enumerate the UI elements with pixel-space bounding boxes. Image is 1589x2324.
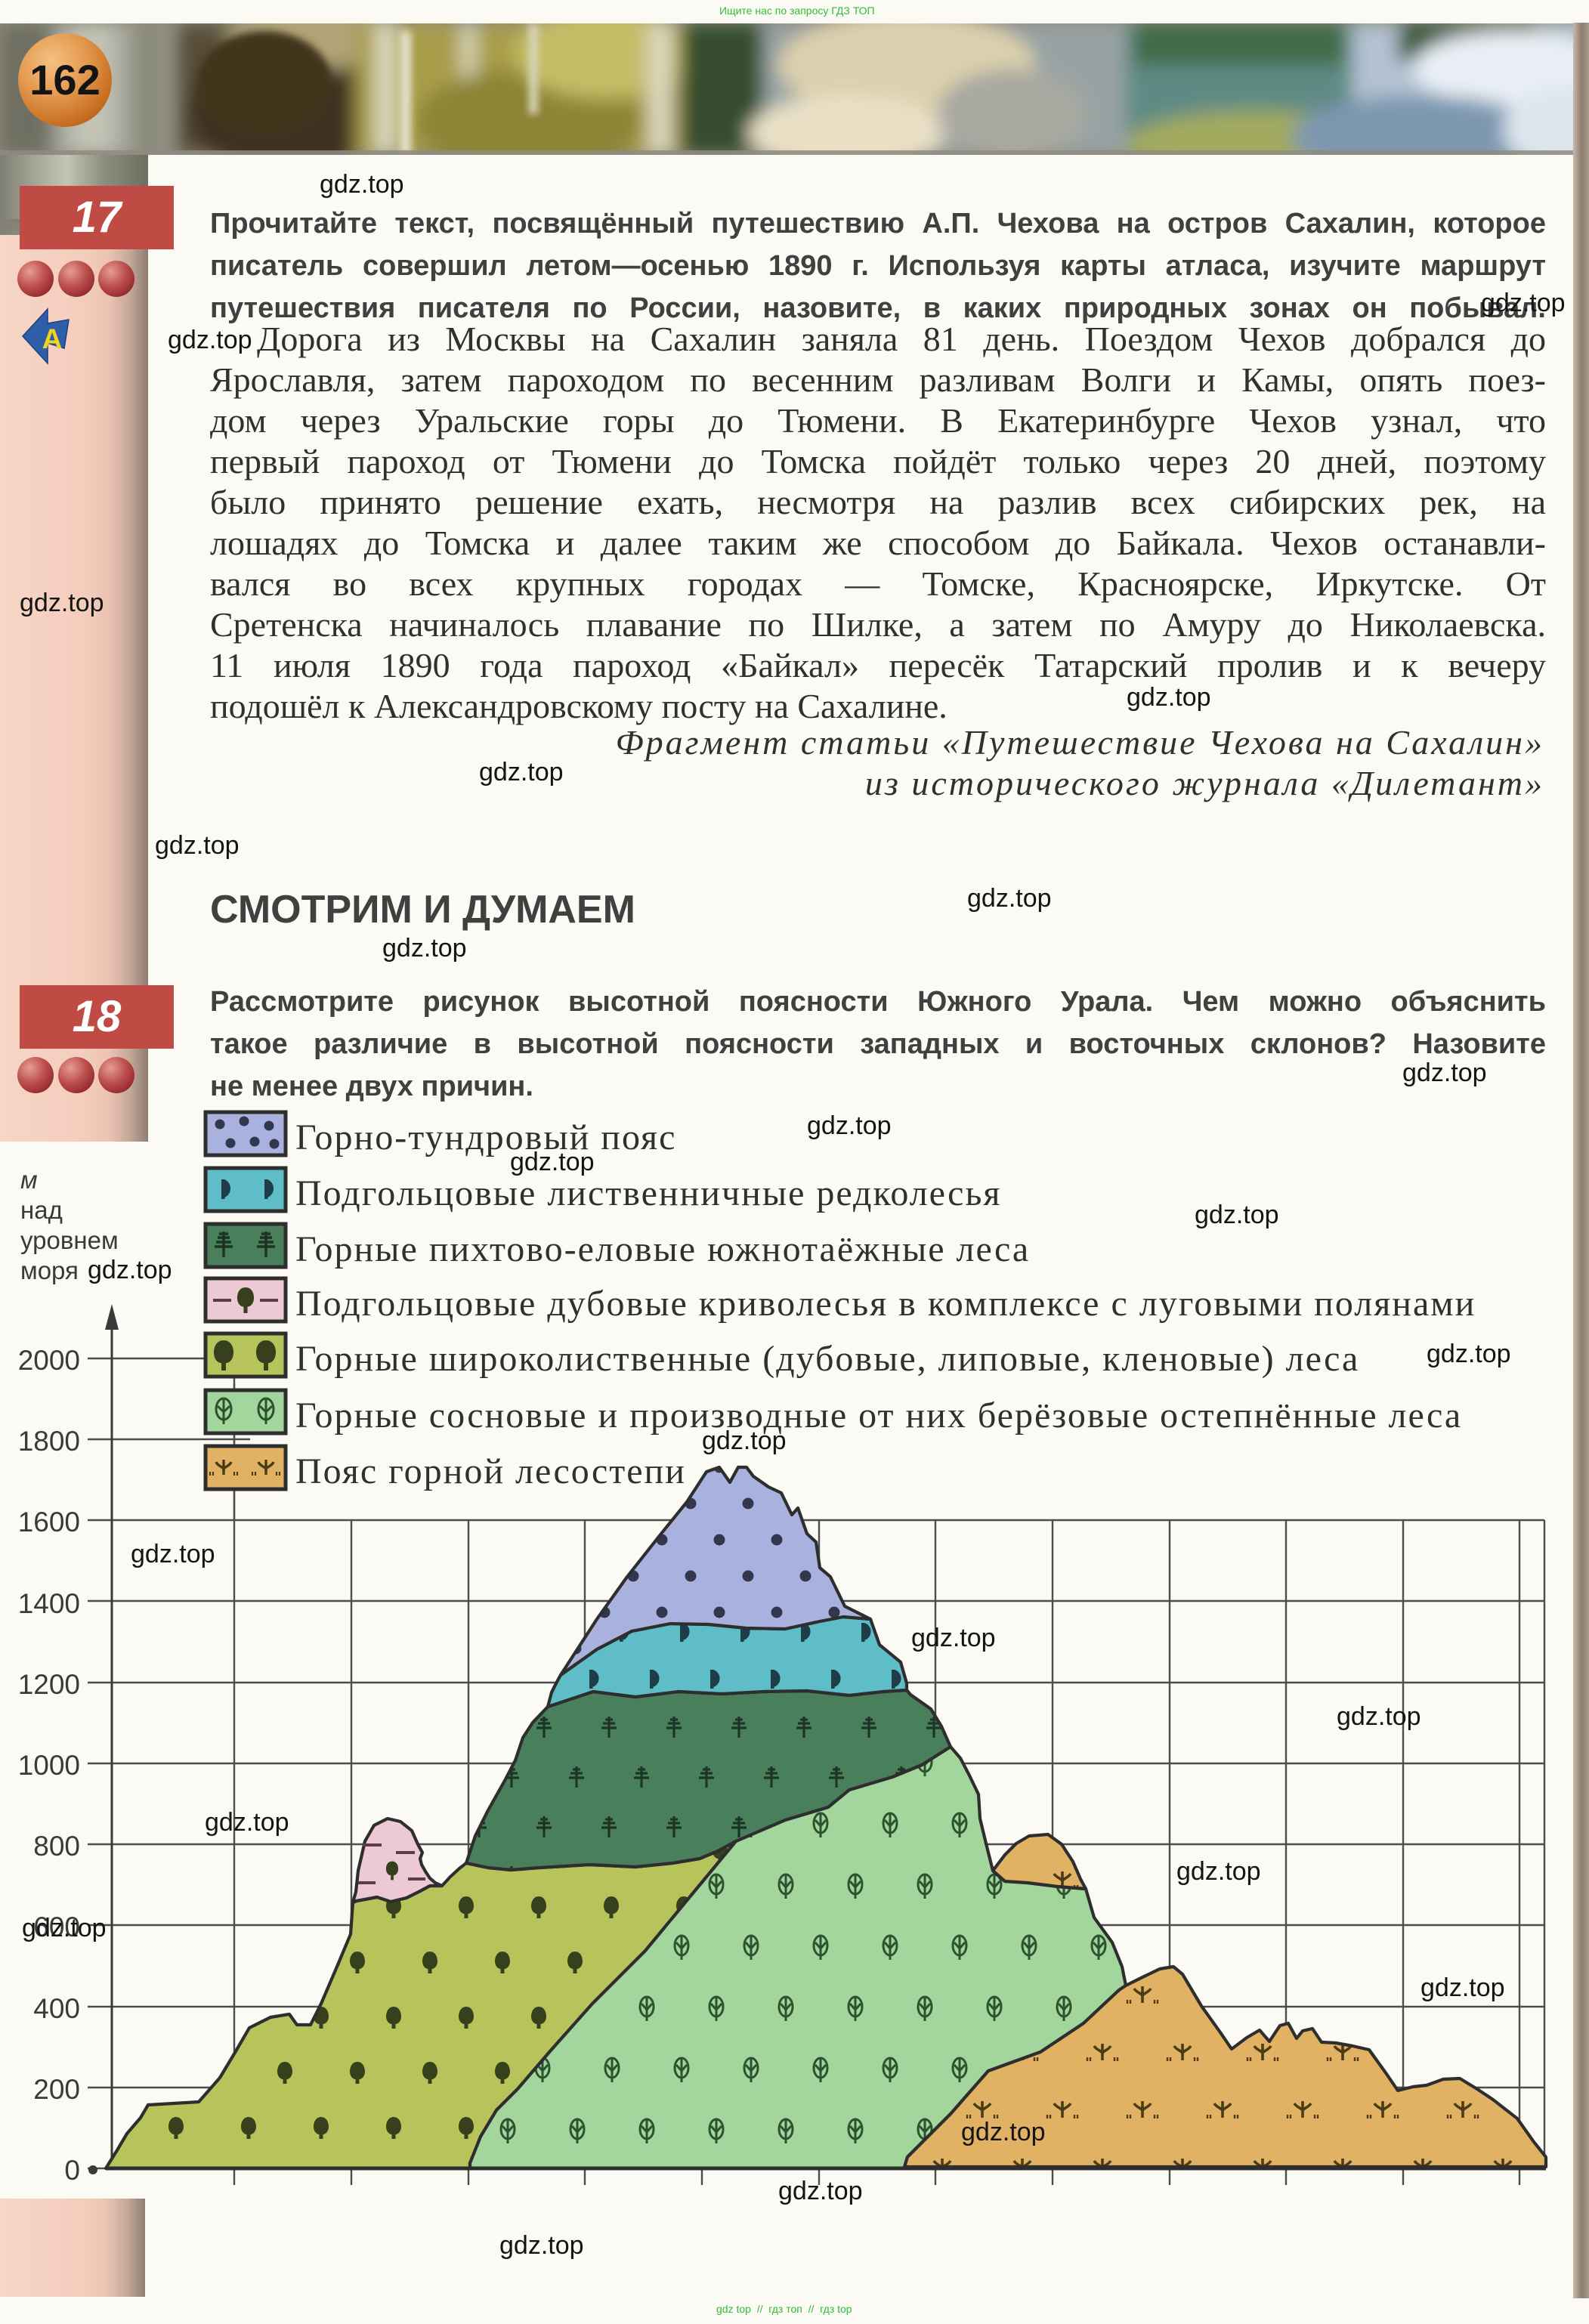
svg-text:A: A xyxy=(42,323,63,354)
